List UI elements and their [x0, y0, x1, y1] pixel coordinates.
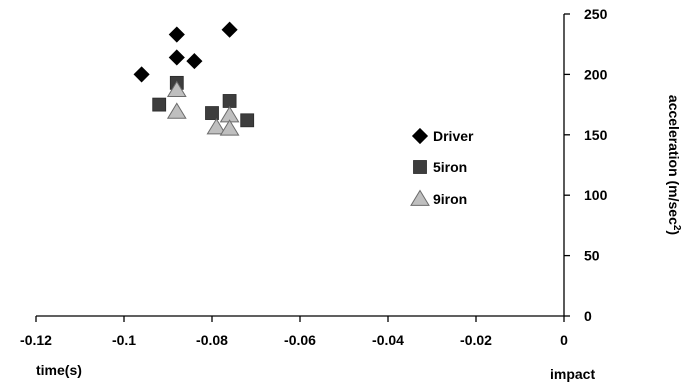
- data-point-driver: [168, 49, 185, 66]
- y-tick-label: 50: [584, 248, 600, 264]
- legend-marker-5iron: [413, 160, 427, 174]
- x-tick-label: -0.02: [460, 332, 492, 348]
- y-axis-title: acceleration (m/sec2): [666, 95, 682, 235]
- y-tick-label: 150: [584, 127, 608, 143]
- x-tick-label: -0.06: [284, 332, 316, 348]
- data-point-9iron: [166, 80, 187, 97]
- y-tick-label: 250: [584, 6, 608, 22]
- data-point-driver: [133, 66, 150, 83]
- axes: -0.12 -0.1 -0.08 -0.06 -0.04 -0.02 00 50 100 150 2…: [20, 6, 608, 348]
- y-tick-label: 0: [584, 308, 592, 324]
- legend: Driver 5iron 9iron: [410, 127, 474, 207]
- x-tick-label: -0.04: [372, 332, 404, 348]
- data-point-9iron: [219, 119, 240, 136]
- data-point-5iron: [205, 106, 219, 120]
- data-point-driver: [221, 21, 238, 38]
- x-axis-title: time(s): [36, 362, 82, 378]
- legend-marker-driver: [411, 127, 429, 145]
- legend-marker-9iron: [410, 189, 430, 206]
- legend-label-9iron: 9iron: [433, 191, 467, 207]
- x-tick-label: -0.08: [196, 332, 228, 348]
- x-tick-label: -0.12: [20, 332, 52, 348]
- plot-area: [133, 21, 255, 136]
- y-tick-label: 100: [584, 187, 608, 203]
- data-point-5iron: [240, 113, 255, 128]
- data-point-5iron: [222, 94, 237, 108]
- x-tick-label: 0: [560, 332, 568, 348]
- data-point-9iron: [206, 118, 227, 135]
- data-point-9iron: [166, 102, 187, 119]
- data-point-driver: [168, 26, 185, 43]
- data-point-driver: [186, 53, 203, 70]
- x-tick-label: -0.1: [112, 332, 136, 348]
- legend-label-5iron: 5iron: [433, 159, 467, 175]
- y-tick-label: 200: [584, 66, 608, 82]
- x-axis-impact-label: impact: [550, 366, 595, 382]
- data-point-5iron: [152, 97, 167, 112]
- legend-label-driver: Driver: [433, 128, 474, 144]
